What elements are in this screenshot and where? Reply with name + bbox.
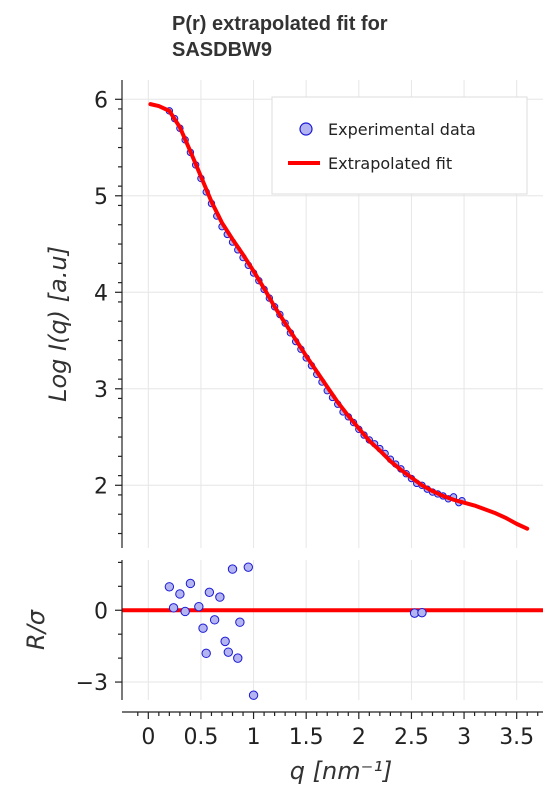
main-y-tick-label: 6: [94, 88, 108, 113]
main-y-axis-label: Log I(q) [a.u]: [44, 246, 72, 402]
residual-point: [248, 690, 259, 700]
residuals-y-axis-label: R/σ: [22, 609, 50, 650]
residual-point: [227, 564, 238, 574]
res-y-tick-label: 0: [94, 599, 108, 624]
residual-point: [235, 617, 245, 627]
main-y-tick-label: 4: [94, 281, 108, 306]
residuals-y-tick-labels: −3 0: [76, 599, 108, 696]
residual-point: [417, 607, 427, 618]
x-tick-label: 1.5: [289, 725, 324, 750]
residual-point: [201, 648, 211, 659]
residual-point: [180, 606, 190, 617]
fit-line-layer: [148, 102, 530, 531]
x-tick-label: 0.5: [183, 725, 218, 750]
main-y-tick-label: 2: [94, 474, 108, 499]
residual-point: [223, 647, 234, 657]
chart-title-line-1: P(r) extrapolated fit for: [172, 13, 388, 35]
x-tick-label: 3.5: [499, 725, 534, 750]
residual-point: [194, 601, 204, 612]
residual-point: [185, 578, 196, 589]
chart-title-line-2: SASDBW9: [172, 39, 272, 61]
x-axis-label: q [nm⁻¹]: [290, 757, 392, 785]
fit-line: [148, 102, 530, 531]
residual-point: [215, 592, 225, 602]
residual-point: [198, 623, 208, 633]
legend-marker-experimental: [299, 122, 313, 136]
residual-point: [220, 636, 230, 647]
main-y-tick-label: 5: [94, 185, 108, 210]
main-y-tick-label: 3: [94, 378, 108, 403]
residual-point: [204, 587, 215, 598]
residual-point: [243, 562, 254, 572]
legend-label-experimental: Experimental data: [328, 120, 476, 139]
legend-label-fit: Extrapolated fit: [328, 154, 452, 173]
x-tick-label: 2.5: [394, 725, 429, 750]
residual-point: [233, 653, 243, 663]
residual-point: [175, 589, 185, 599]
residuals-panel: −3 0 0 0.5 1 1.5 2 2.5 3 3.5 R/σ q [nm⁻¹]: [22, 560, 543, 785]
main-y-tick-labels: 2 3 4 5 6: [94, 88, 108, 499]
legend: Experimental data Extrapolated fit: [271, 96, 528, 195]
x-tick-labels: 0 0.5 1 1.5 2 2.5 3 3.5: [141, 725, 534, 750]
main-panel: 2 3 4 5 6 Log I(q) [a.u] Experimental data E…: [44, 80, 543, 548]
x-tick-label: 1: [247, 725, 261, 750]
residual-point: [209, 615, 220, 625]
main-axes: [115, 80, 123, 548]
residual-points-layer: [164, 562, 427, 700]
residual-point: [168, 603, 179, 613]
legend-box: [271, 96, 528, 195]
res-y-tick-label: −3: [76, 671, 108, 696]
residuals-gridlines: [122, 560, 543, 700]
x-tick-label: 3: [457, 725, 471, 750]
residual-point: [164, 582, 175, 592]
x-tick-label: 0: [141, 725, 155, 750]
residuals-axes: [115, 560, 543, 719]
x-tick-label: 2: [352, 725, 366, 750]
